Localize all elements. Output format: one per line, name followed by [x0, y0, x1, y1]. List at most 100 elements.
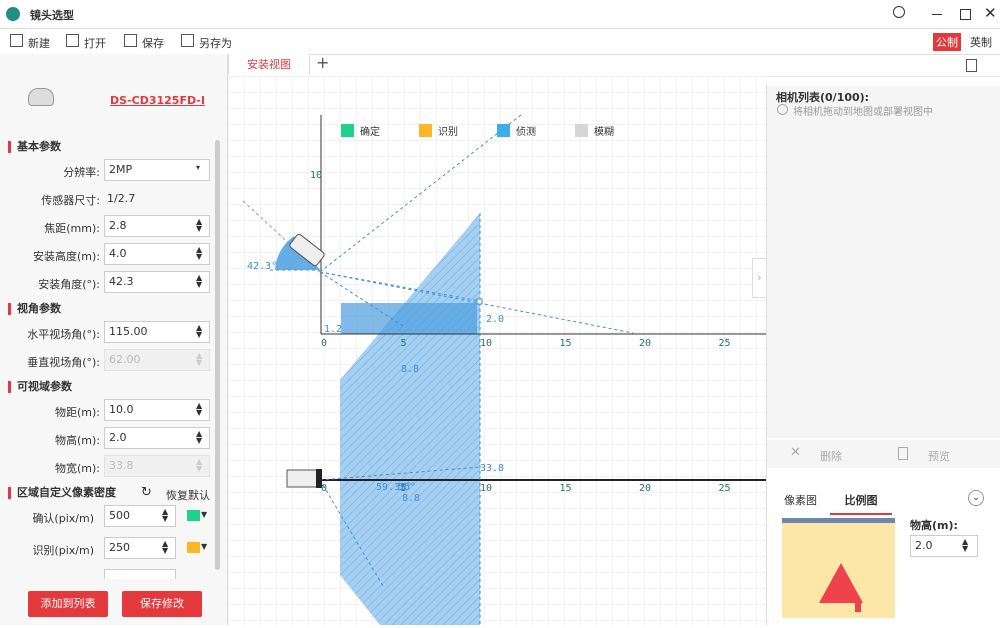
- annotation: 8.8: [402, 493, 420, 504]
- x-tick-label: 15: [560, 483, 572, 494]
- camera-icon: [289, 233, 325, 267]
- delete-button[interactable]: 删除: [820, 450, 842, 463]
- field-input[interactable]: 42.3: [104, 271, 210, 293]
- dropdown-arrow[interactable]: ▾: [196, 163, 201, 172]
- titlebar: [0, 0, 1000, 29]
- legend-label: 识别: [438, 126, 458, 138]
- action-button[interactable]: 添加到列表: [28, 591, 108, 617]
- color-arrow[interactable]: ▼: [201, 542, 208, 551]
- spin[interactable]: ▲ ▼: [196, 429, 203, 445]
- install-view: 确定 识别 侦测 模糊 0 0 5 5 10 10 15 15 20 20 25 25 10 42.3° 1.2 2.…: [228, 76, 766, 625]
- spin[interactable]: ▲ ▼: [196, 245, 203, 261]
- view-tab[interactable]: 像素图: [784, 494, 817, 507]
- x-tick-label: 5: [401, 483, 407, 494]
- expand-button[interactable]: ⌄: [968, 490, 984, 506]
- field-input[interactable]: 2MP: [104, 159, 210, 181]
- camera-icon: [286, 469, 321, 488]
- toolbar-item[interactable]: 新建: [28, 37, 50, 50]
- y-tick-label: 10: [310, 170, 322, 181]
- color-swatch[interactable]: [187, 510, 200, 521]
- unit[interactable]: 英制: [970, 36, 992, 49]
- annotation: 55°: [398, 482, 416, 493]
- toolbar-icon[interactable]: [181, 34, 194, 47]
- unit-active[interactable]: 公制: [933, 33, 961, 51]
- toolbar-icon[interactable]: [66, 34, 79, 47]
- annotation: 1.2: [324, 324, 342, 335]
- x-tick-label: 25: [719, 483, 731, 494]
- field-label: 物宽(m):: [54, 462, 100, 475]
- list-hint: 将相机拖动到地图或部署视图中: [793, 107, 933, 118]
- color-swatch[interactable]: [187, 542, 200, 553]
- legend-label: 确定: [360, 125, 380, 138]
- app-icon: [6, 7, 20, 21]
- spin[interactable]: ▲ ▼: [196, 323, 203, 339]
- camera-list: [767, 86, 1000, 438]
- collapse-handle[interactable]: ›: [752, 258, 767, 298]
- legend-swatch: [497, 124, 510, 137]
- field-input[interactable]: 115.00: [104, 321, 210, 343]
- object-height-label: 物高(m):: [910, 519, 958, 532]
- x-tick-label: 10: [480, 483, 492, 494]
- preview-button[interactable]: 预览: [928, 450, 950, 463]
- info-button[interactable]: [893, 6, 905, 18]
- legend-swatch: [341, 124, 354, 137]
- x-tick-label: 20: [639, 338, 651, 349]
- toolbar-item[interactable]: 打开: [84, 37, 106, 50]
- x-tick-label: 5: [401, 338, 407, 349]
- spin[interactable]: ▲ ▼: [196, 401, 203, 417]
- field-label: 物距(m):: [54, 406, 100, 419]
- object-height-input[interactable]: 2.0: [910, 535, 978, 557]
- spin: ▲ ▼: [196, 351, 203, 367]
- list-title: 相机列表(0/100):: [776, 91, 870, 104]
- spin[interactable]: ▲ ▼: [162, 539, 169, 555]
- field-input[interactable]: 2.0: [104, 427, 210, 449]
- field-input[interactable]: 500: [104, 505, 176, 527]
- annotation: 59.35°: [376, 482, 412, 493]
- field-label: 安装高度(m):: [32, 250, 100, 263]
- tab-bar: [228, 54, 1000, 77]
- toolbar-icon[interactable]: [124, 34, 137, 47]
- field-input[interactable]: [104, 569, 176, 579]
- camera-lens: [316, 469, 322, 488]
- coverage-area: [340, 213, 480, 625]
- color-arrow[interactable]: ▼: [201, 510, 208, 519]
- preview-icon[interactable]: [898, 447, 908, 460]
- legend-swatch: [575, 124, 588, 137]
- x-tick-label: 0: [321, 338, 327, 349]
- field-input[interactable]: 2.8: [104, 215, 210, 237]
- spin[interactable]: ▲ ▼: [196, 217, 203, 233]
- field-label: 传感器尺寸:: [41, 194, 100, 207]
- view-tab-active[interactable]: 比例图: [830, 492, 892, 515]
- spin[interactable]: ▲ ▼: [962, 537, 969, 553]
- annotation: 33.8: [480, 463, 504, 474]
- field-input[interactable]: 10.0: [104, 399, 210, 421]
- minimize-button[interactable]: [932, 14, 942, 15]
- scrollbar[interactable]: [215, 140, 220, 570]
- field-label: 物高(m):: [54, 434, 100, 447]
- toolbar-icon[interactable]: [10, 34, 23, 47]
- reset-button[interactable]: 恢复默认: [166, 489, 210, 502]
- tab[interactable]: 安装视图: [228, 54, 310, 75]
- maximize-button[interactable]: [960, 9, 971, 20]
- tree-icon: [819, 563, 863, 603]
- handle[interactable]: [476, 298, 483, 305]
- field-input[interactable]: 250: [104, 537, 176, 559]
- spin[interactable]: ▲ ▼: [196, 273, 203, 289]
- action-button[interactable]: 保存修改: [122, 591, 202, 617]
- field-input: 33.8: [104, 455, 210, 477]
- x-tick-label: 0: [321, 483, 327, 494]
- toolbar-item[interactable]: 另存为: [199, 37, 232, 50]
- x-tick-label: 20: [639, 483, 651, 494]
- section-title: 基本参数: [8, 141, 61, 153]
- spin[interactable]: ▲ ▼: [162, 507, 169, 523]
- reset-icon[interactable]: ↻: [141, 485, 152, 500]
- field-label: 识别(pix/m): [32, 544, 94, 557]
- toolbar-item[interactable]: 保存: [142, 37, 164, 50]
- close-button[interactable]: ✕: [984, 4, 997, 22]
- export-button[interactable]: [966, 59, 977, 72]
- field-input: 62.00: [104, 349, 210, 371]
- delete-icon[interactable]: ✕: [790, 445, 801, 460]
- add-tab[interactable]: +: [316, 53, 330, 72]
- field-input[interactable]: 4.0: [104, 243, 210, 265]
- model-name[interactable]: DS-CD3125FD-I: [110, 94, 205, 107]
